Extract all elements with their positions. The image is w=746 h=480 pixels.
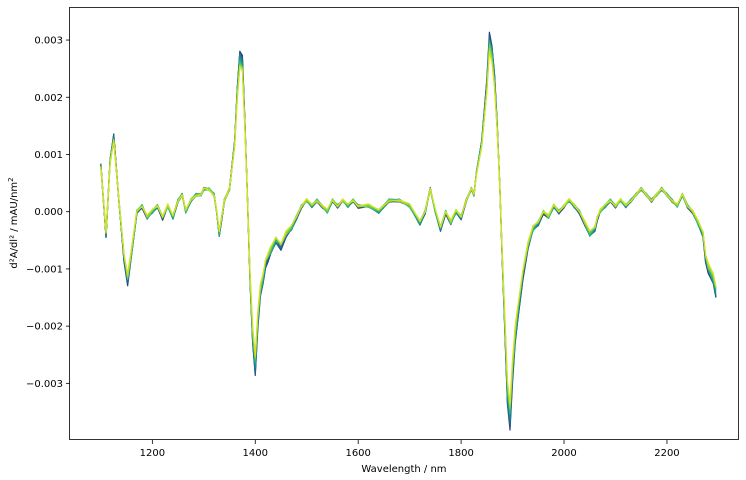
- x-tick-label: 2200: [654, 448, 679, 459]
- y-tick-label: 0.003: [34, 36, 63, 47]
- x-tick-label: 1600: [345, 448, 370, 459]
- x-axis-ticks: 1200 1400 1600 1800 2000 2200: [140, 440, 680, 459]
- y-tick-label: 0.001: [34, 150, 63, 161]
- spectrum-line: [100, 35, 717, 428]
- y-tick-label: 0.000: [34, 207, 63, 218]
- y-axis-ticks: −0.003 −0.002 −0.001 0.000 0.001 0.002 0.003: [26, 36, 70, 390]
- x-tick-label: 1400: [243, 448, 268, 459]
- x-tick-label: 2000: [551, 448, 576, 459]
- spectrum-line: [100, 42, 717, 412]
- y-tick-label: −0.003: [26, 379, 63, 390]
- spectrum-line: [100, 47, 717, 408]
- y-tick-label: 0.002: [34, 93, 63, 104]
- plot-frame: [69, 7, 739, 440]
- spectrum-line: [100, 38, 717, 424]
- x-axis-label: Wavelength / nm: [361, 464, 446, 475]
- spectrum-line: [100, 39, 717, 420]
- spectrum-line: [100, 51, 717, 405]
- y-axis-label: d²A/dl² / mAU/nm2: [7, 177, 20, 268]
- spectrum-line: [100, 44, 717, 410]
- y-tick-label: −0.002: [26, 322, 63, 333]
- x-tick-label: 1800: [448, 448, 473, 459]
- x-tick-label: 1200: [140, 448, 165, 459]
- series-layer: [100, 31, 717, 431]
- spectrum-line: [100, 40, 717, 415]
- y-tick-label: −0.001: [26, 264, 63, 275]
- spectrum-line: [100, 31, 717, 431]
- y-axis-label-main: d²A/dl² / mAU/nm: [9, 182, 20, 269]
- y-axis-label-superscript: 2: [7, 177, 15, 181]
